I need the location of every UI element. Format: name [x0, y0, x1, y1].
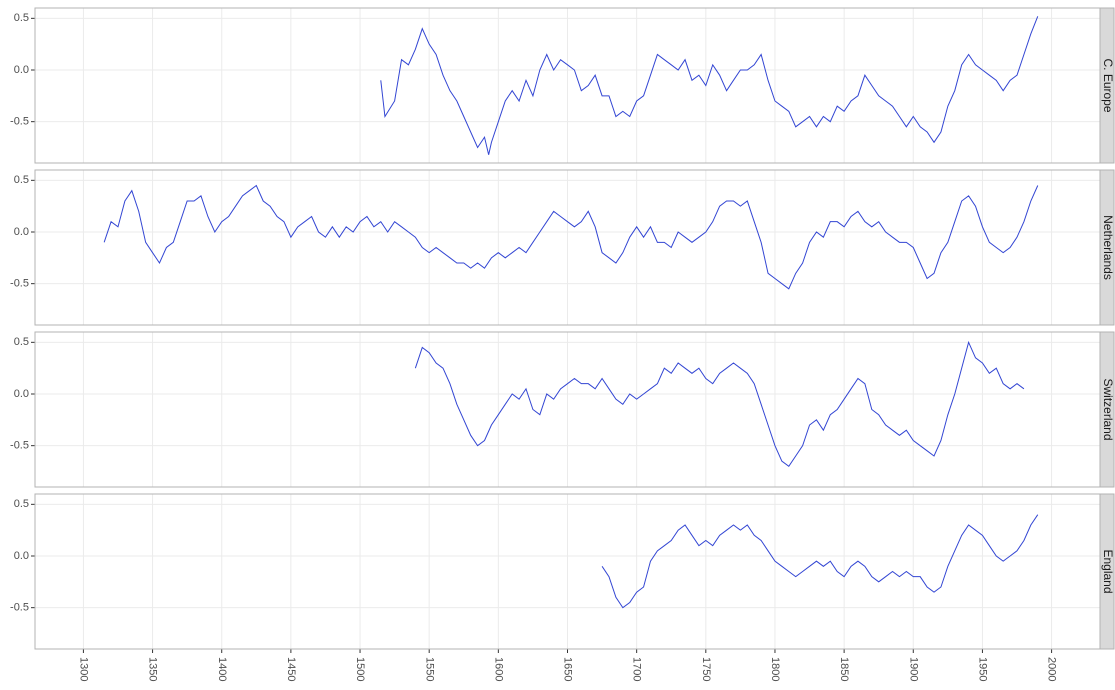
strip: [1099, 169, 1115, 326]
y-tick-label: -0.5: [10, 116, 29, 128]
x-tick-label: 1950: [977, 657, 989, 681]
strip-label: C. Europe: [1101, 58, 1115, 112]
y-tick-label: 0.0: [14, 550, 29, 562]
strip: [1099, 493, 1115, 650]
y-tick-label: 0.0: [14, 64, 29, 76]
data-line: [601, 514, 1039, 609]
data-line: [414, 340, 1025, 468]
x-tick-label: 1450: [285, 657, 297, 681]
x-tick-label: 1400: [216, 657, 228, 681]
y-tick-label: -0.5: [10, 602, 29, 614]
x-tick-label: 1600: [492, 657, 504, 681]
y-tick-label: 0.5: [14, 174, 29, 186]
strip-label: Netherlands: [1101, 215, 1115, 280]
data-line: [380, 16, 1039, 155]
data-line: [103, 184, 1039, 290]
y-tick-label: -0.5: [10, 440, 29, 452]
strip: [1099, 7, 1115, 164]
x-tick-label: 1300: [78, 657, 90, 681]
x-tick-label: 1700: [631, 657, 643, 681]
y-tick-label: 0.0: [14, 226, 29, 238]
x-tick-label: 2000: [1046, 657, 1058, 681]
x-tick-label: 1650: [562, 657, 574, 681]
y-tick-label: 0.5: [14, 498, 29, 510]
strip-label: England: [1101, 549, 1115, 593]
x-tick-label: 1350: [147, 657, 159, 681]
y-tick-label: 0.0: [14, 388, 29, 400]
x-tick-label: 1750: [700, 657, 712, 681]
x-tick-label: 1500: [354, 657, 366, 681]
x-tick-label: 1550: [423, 657, 435, 681]
y-tick-label: 0.5: [14, 12, 29, 24]
strip-label: Switzerland: [1101, 378, 1115, 440]
x-tick-label: 1850: [838, 657, 850, 681]
x-tick-label: 1900: [907, 657, 919, 681]
y-tick-label: -0.5: [10, 278, 29, 290]
y-tick-label: 0.5: [14, 336, 29, 348]
x-tick-label: 1800: [769, 657, 781, 681]
strip: [1099, 331, 1115, 488]
